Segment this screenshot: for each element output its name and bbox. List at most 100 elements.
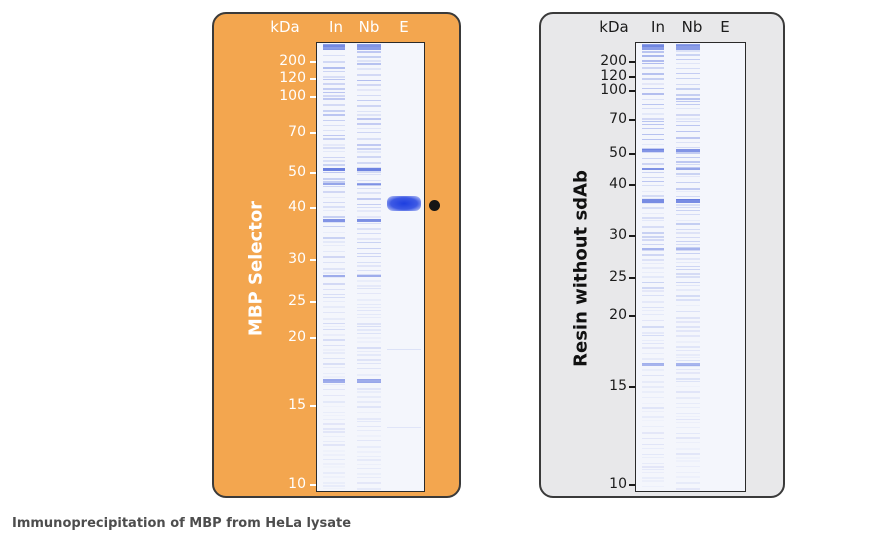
gel-band [676,460,700,462]
gel-band [676,386,700,387]
gel-band [323,104,345,106]
gel-band [676,223,700,225]
gel-band [642,463,664,464]
gel-band [676,108,700,109]
gel-band [357,210,381,212]
gel-band [676,363,700,366]
gel-band [676,397,700,399]
kda-label: kDa [270,18,300,36]
gel-band [642,397,664,398]
gel-band [357,162,381,164]
gel-band [323,373,345,374]
gel-band [357,132,381,133]
gel-band [676,232,700,234]
gel-band [323,395,345,396]
gel-band [323,376,345,378]
gel-band [676,250,700,251]
gel-band [357,105,381,107]
gel-band [676,191,700,192]
gel-band [642,244,664,245]
gel-band [676,413,700,414]
gel-band [323,76,345,78]
gel-band [676,453,700,455]
gel-band [357,307,381,308]
gel-band [357,144,381,146]
gel-band [323,55,345,56]
gel-band [676,360,700,361]
gel-band [323,98,345,100]
gel-band [357,184,381,186]
gel-band [323,318,345,320]
gel-band [676,98,700,100]
gel-band [323,423,345,425]
gel-band [676,176,700,177]
gel-band [323,125,345,126]
gel-band [642,314,664,315]
gel-band [676,152,700,154]
gel-band [676,118,700,120]
gel-band [642,420,664,421]
marker-tick [310,61,316,63]
gel-band [323,210,345,211]
gel-band [323,138,345,140]
marker-tick [629,277,635,279]
gel-band [357,396,381,398]
side-label: Resin without sdAb [570,170,592,367]
gel-band [642,457,664,458]
gel-band [676,94,700,96]
gel-band [676,147,700,148]
gel-band [642,172,664,173]
gel-band [676,442,700,443]
gel-band [676,207,700,208]
gel-band [357,274,381,275]
gel-band [357,388,381,390]
gel-band [323,151,345,152]
gel-band [642,236,664,238]
gel-band [357,56,381,58]
gel-band [676,476,700,478]
gel-band [357,379,381,383]
gel-band [676,54,700,56]
gel-band [676,350,700,351]
gel-band [676,266,700,267]
gel-band [323,79,345,80]
gel-band [642,134,664,135]
gel-band [323,297,345,298]
gel-band [642,254,664,256]
gel-band [642,78,664,80]
gel-band [642,480,664,482]
gel-band [676,341,700,343]
gel-band [642,121,664,122]
gel-lane-eluate [387,43,421,491]
gel-band [642,466,664,468]
gel-band [323,241,345,243]
gel-image [635,42,746,492]
gel-band [323,178,345,180]
gel-band [357,265,381,267]
gel-band [642,203,664,204]
gel-band [323,172,345,173]
gel-band [642,248,664,250]
gel-band [642,259,664,261]
gel-band [676,137,700,139]
gel-band [676,419,700,420]
gel-band [357,238,381,240]
gel-band [357,60,381,62]
gel-band [676,241,700,242]
gel-band [642,267,664,269]
gel-band [357,354,381,356]
gel-band [676,142,700,143]
gel-band [357,293,381,294]
gel-band [323,406,345,407]
gel-band [642,195,664,197]
gel-band [357,337,381,339]
gel-band [642,403,664,404]
gel-band [357,341,381,343]
marker-label-40: 40 [288,199,306,215]
marker-label-20: 20 [609,307,627,323]
gel-band [676,131,700,132]
gel-band [357,89,381,91]
gel-band [357,299,381,301]
gel-band [357,68,381,70]
gel-band [357,95,381,96]
